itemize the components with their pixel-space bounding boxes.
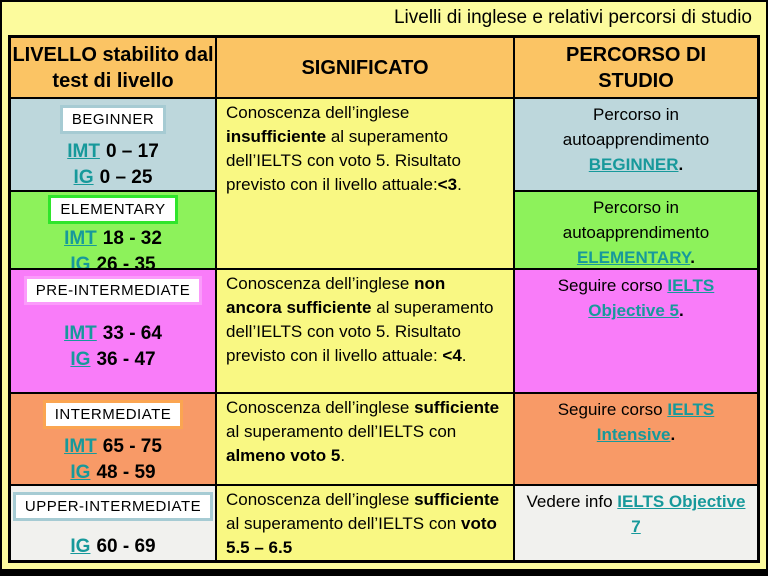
- imt-link[interactable]: IMT: [64, 436, 97, 457]
- text-segment: Conoscenza dell’inglese: [226, 398, 415, 417]
- text-bold: insufficiente: [226, 127, 327, 146]
- significato-cell-intermediate: Conoscenza dell’inglese sufficiente al s…: [217, 394, 513, 484]
- level-cell-upper-intermediate: UPPER-INTERMEDIATE IG 60 - 69: [11, 486, 215, 560]
- header-percorso: PERCORSO DI STUDIO: [515, 38, 757, 97]
- imt-link[interactable]: IMT: [64, 228, 97, 249]
- levels-table: LIVELLO stabilito dal test di livello SI…: [8, 35, 760, 563]
- imt-link[interactable]: IMT: [64, 323, 97, 344]
- score-line-ig: IG 60 - 69: [11, 534, 215, 560]
- ielts-intensive-link[interactable]: IELTS Intensive: [596, 400, 715, 444]
- ig-range: 0 – 25: [99, 167, 153, 188]
- text-bold: <4: [442, 346, 462, 365]
- text-segment: Percorso in autoapprendimento: [562, 105, 710, 149]
- text-segment: Percorso in autoapprendimento: [562, 198, 710, 242]
- ig-range: 26 - 35: [96, 254, 156, 268]
- percorso-cell-intermediate: Seguire corso IELTS Intensive.: [515, 394, 757, 484]
- text-segment: al superamento dell’IELTS con voto 5. Ri…: [226, 127, 461, 194]
- text-bold: sufficiente: [414, 398, 500, 417]
- ig-link[interactable]: IG: [70, 349, 91, 370]
- score-line-imt: IMT 18 - 32: [11, 226, 215, 252]
- text-segment: Seguire corso: [557, 276, 668, 295]
- header-significato: SIGNIFICATO: [217, 38, 513, 97]
- ig-link[interactable]: IG: [73, 167, 94, 188]
- level-label-intermediate: INTERMEDIATE: [42, 400, 184, 429]
- text-segment: Seguire corso: [557, 400, 668, 419]
- header-livello: LIVELLO stabilito dal test di livello: [11, 38, 215, 97]
- score-line-imt: IMT 0 – 17: [11, 139, 215, 165]
- significato-cell-pre-intermediate: Conoscenza dell’inglese non ancora suffi…: [217, 270, 513, 392]
- level-cell-pre-intermediate: PRE-INTERMEDIATE IMT 33 - 64 IG 36 - 47: [11, 270, 215, 392]
- imt-range: 65 - 75: [102, 436, 162, 457]
- ielts-objective-5-link[interactable]: IELTS Objective 5: [588, 276, 715, 320]
- significato-cell-upper-intermediate: Conoscenza dell’inglese sufficiente al s…: [217, 486, 513, 560]
- score-line-ig: IG 0 – 25: [11, 165, 215, 190]
- level-cell-beginner: BEGINNER IMT 0 – 17 IG 0 – 25: [11, 99, 215, 190]
- level-label-elementary: ELEMENTARY: [48, 195, 178, 224]
- text-segment: al superamento dell’IELTS con voto 5. Ri…: [226, 298, 494, 365]
- ig-range: 48 - 59: [96, 462, 156, 483]
- significato-cell-beginner-elementary: Conoscenza dell’inglese insufficiente al…: [217, 99, 513, 268]
- imt-range: 33 - 64: [102, 323, 162, 344]
- text-segment: al superamento dell’IELTS con: [226, 422, 457, 441]
- text-bold: non ancora sufficiente: [226, 274, 446, 317]
- text-segment: Vedere info: [526, 492, 618, 511]
- text-segment: .: [340, 446, 346, 465]
- score-line-ig: IG 36 - 47: [11, 347, 215, 373]
- slide-page: Livelli di inglese e relativi percorsi d…: [2, 2, 766, 569]
- level-cell-intermediate: INTERMEDIATE IMT 65 - 75 IG 48 - 59: [11, 394, 215, 484]
- text-segment: Conoscenza dell’inglese: [226, 490, 415, 509]
- percorso-cell-pre-intermediate: Seguire corso IELTS Objective 5.: [515, 270, 757, 392]
- level-cell-elementary: ELEMENTARY IMT 18 - 32 IG 26 - 35: [11, 192, 215, 268]
- text-segment: Conoscenza dell’inglese: [226, 274, 415, 293]
- text-bold: sufficiente: [414, 490, 500, 509]
- text-segment: al superamento dell’IELTS con: [226, 514, 461, 533]
- ig-range: 36 - 47: [96, 349, 156, 370]
- percorso-cell-beginner: Percorso in autoapprendimento BEGINNER.: [515, 99, 757, 190]
- text-bold: almeno voto 5: [226, 446, 341, 465]
- ielts-objective-7-link[interactable]: IELTS Objective 7: [617, 492, 746, 536]
- text-bold: .: [690, 248, 696, 267]
- percorso-cell-upper-intermediate: Vedere info IELTS Objective 7: [515, 486, 757, 560]
- level-label-pre-intermediate: PRE-INTERMEDIATE: [23, 276, 203, 305]
- score-line-ig: IG 48 - 59: [11, 460, 215, 484]
- imt-range: 18 - 32: [102, 228, 162, 249]
- ig-link[interactable]: IG: [70, 254, 91, 268]
- text-bold: .: [678, 301, 684, 320]
- text-bold: <3: [437, 175, 458, 194]
- text-segment: .: [457, 175, 462, 194]
- score-line-imt: IMT 65 - 75: [11, 434, 215, 460]
- text-segment: .: [461, 346, 467, 365]
- elementary-course-link[interactable]: ELEMENTARY: [576, 248, 691, 267]
- text-bold: .: [670, 425, 676, 444]
- score-line-imt: IMT 33 - 64: [11, 321, 215, 347]
- text-bold: voto 5.5 – 6.5: [226, 514, 497, 557]
- page-title: Livelli di inglese e relativi percorsi d…: [393, 7, 752, 28]
- ig-link[interactable]: IG: [70, 462, 91, 483]
- text-segment: Conoscenza dell’inglese: [226, 103, 410, 122]
- percorso-cell-elementary: Percorso in autoapprendimento ELEMENTARY…: [515, 192, 757, 268]
- imt-link[interactable]: IMT: [67, 141, 100, 162]
- imt-range: 0 – 17: [105, 141, 159, 162]
- level-label-upper-intermediate: UPPER-INTERMEDIATE: [12, 492, 214, 521]
- score-line-ig: IG 26 - 35: [11, 252, 215, 268]
- ig-range: 60 - 69: [96, 536, 156, 557]
- text-bold: .: [678, 155, 684, 174]
- beginner-course-link[interactable]: BEGINNER: [588, 155, 679, 174]
- level-label-beginner: BEGINNER: [59, 105, 167, 134]
- ig-link[interactable]: IG: [70, 536, 91, 557]
